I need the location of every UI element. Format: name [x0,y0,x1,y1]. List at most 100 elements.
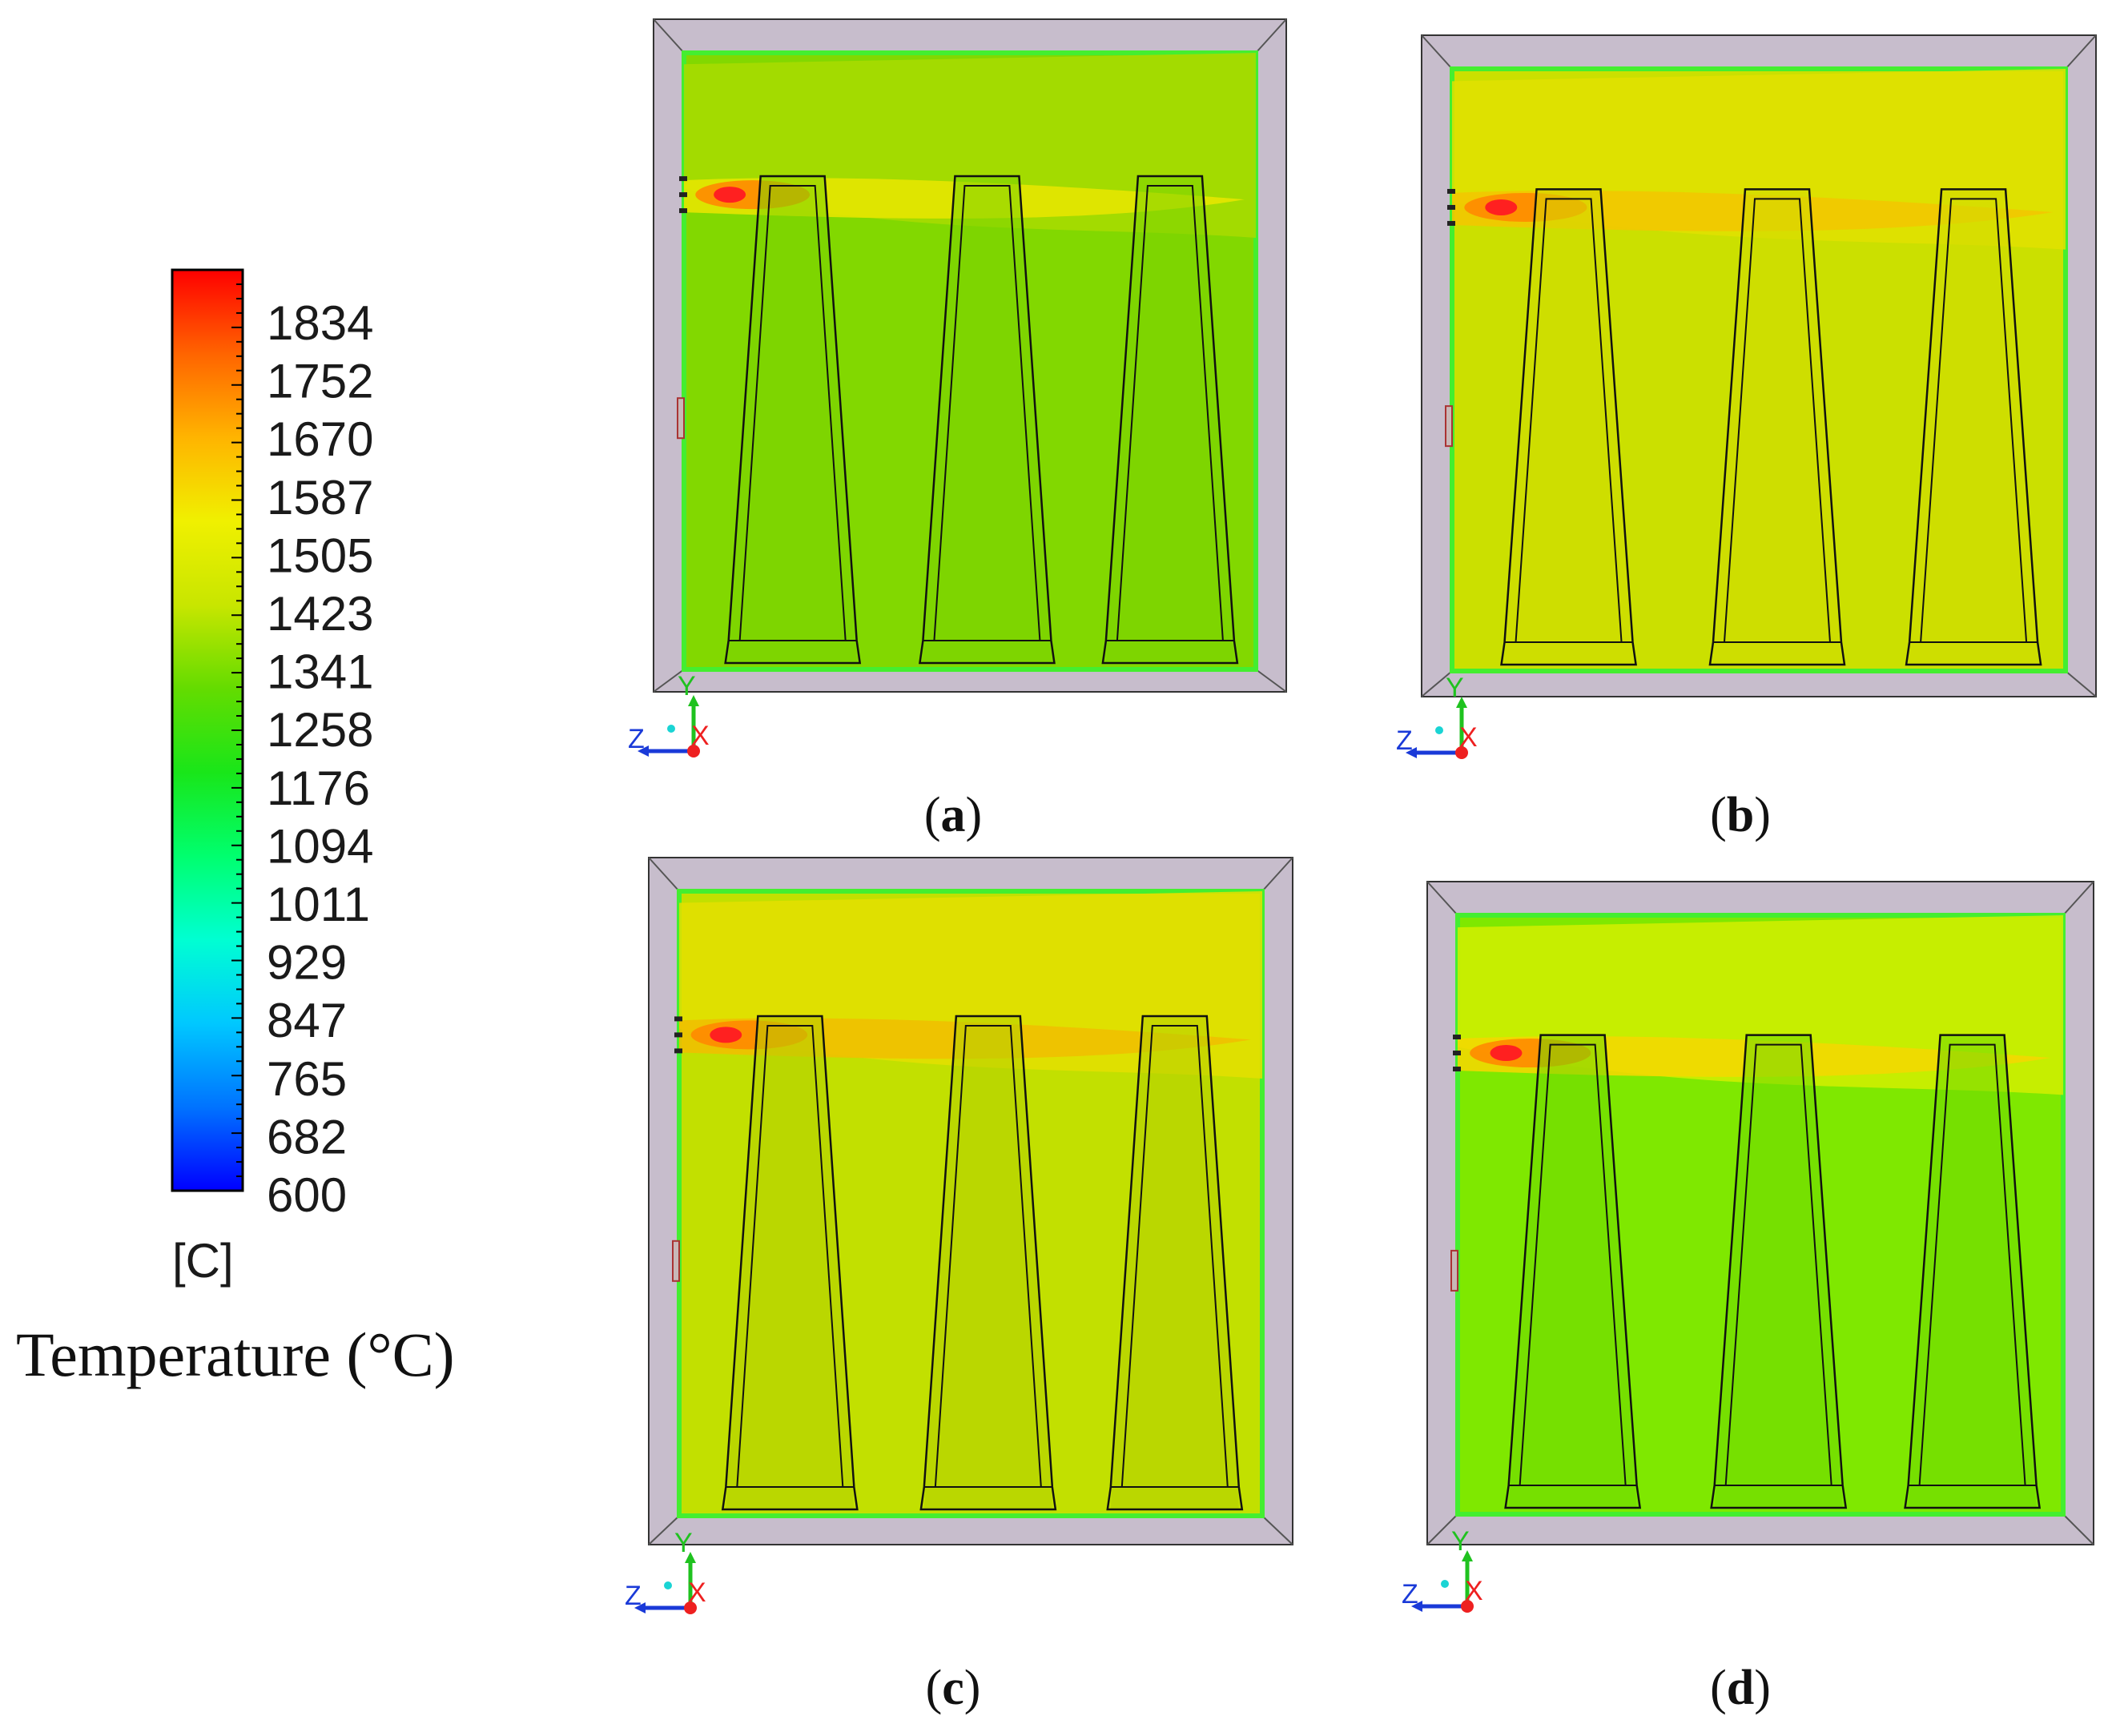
wall-bevel-edge [1261,1515,1293,1545]
colorbar-tick-label: 1011 [267,878,370,931]
burner-nozzle [1447,188,1455,194]
billet-stack-fill [1504,189,1633,665]
colorbar-tick-label: 847 [267,994,347,1047]
wall-bevel-edge [653,669,685,693]
flame-core [1490,1045,1523,1062]
z-axis-label: Z [628,724,645,754]
caption-c: (c) [926,1661,981,1715]
wall-bevel-edge [1426,1513,1458,1545]
billet-stack-inner-edge [726,1025,855,1488]
x-axis-label: X [1465,1576,1483,1606]
burner-nozzle [674,1048,682,1054]
billet-stack-inner-edge [1909,198,2038,643]
wall-bevel-edge [1421,34,1453,70]
z-axis-arrowhead [634,1602,646,1613]
colorbar-gradient [171,268,244,1192]
side-port [1450,1249,1458,1292]
billet-stack-inner-edge [728,185,857,641]
axis-triad-c: Y Z X [625,1528,706,1614]
y-axis-label: Y [1451,1526,1470,1557]
billet-stack-fill [1908,1035,2037,1508]
x-axis-origin [684,1601,697,1614]
wall-bevel-edge [1421,670,1453,697]
panel-b [1421,34,2097,697]
billet-stack-fill [923,176,1052,663]
billet-stack-2 [1710,1034,1848,1509]
panel-c [648,857,1293,1545]
z-axis-label: Z [625,1581,642,1611]
y-axis-arrowhead [1462,1550,1473,1561]
colorbar-tick-label: 1587 [267,471,373,524]
caption-b: (b) [1710,788,1771,842]
billet-stack-inner-edge [1714,1043,1843,1486]
side-port [672,1240,680,1282]
billet-stack-fill [1508,1035,1637,1508]
colorbar-tick-label: 1341 [267,645,373,699]
burner-nozzle [1453,1067,1461,1072]
x-axis-origin [687,745,700,757]
colorbar-tick-label: 682 [267,1110,347,1163]
x-axis-origin [1461,1600,1474,1613]
billet-stack-inner-edge [1508,1043,1637,1486]
x-axis-label: X [1459,722,1478,753]
colorbar-tick-labels: 1834175216701587150514231341125811761094… [267,296,373,1222]
billet-stack-fill [1712,189,1841,665]
billet-stack-inner-edge [923,1025,1052,1488]
wall-bevel-edge [1255,18,1287,54]
y-axis-label: Y [674,1528,693,1558]
burner-nozzle [679,192,687,198]
z-axis-arrowhead [1406,747,1417,758]
wall-bevel-edge [648,857,680,892]
wall-bevel-edge [2062,881,2094,916]
wall-bevel-edge [2065,670,2097,697]
billet-stack-inner-edge [1712,198,1841,643]
view-marker [1435,726,1443,734]
billet-stack-fill [1909,189,2038,665]
y-axis-label: Y [678,671,696,701]
caption-d: (d) [1710,1661,1771,1715]
billet-stack-fill [1105,176,1234,663]
burner-nozzle [674,1016,682,1022]
axis-triad-d: Y Z X [1402,1526,1483,1613]
colorbar-tick-label: 929 [267,936,347,990]
billet-stack-fill [728,176,857,663]
side-port [1445,405,1453,448]
billet-stack-fill [1110,1016,1239,1509]
panel-a [653,18,1287,693]
x-axis-origin [1455,746,1468,759]
z-axis-arrowhead [1411,1601,1422,1612]
wall-bevel-edge [2065,34,2097,70]
colorbar-tick-label: 1752 [267,355,373,408]
y-axis-arrowhead [685,1552,696,1563]
caption-a: (a) [924,788,982,842]
colorbar-tick-label: 600 [267,1168,347,1222]
billet-stack-inner-edge [1110,1025,1239,1488]
colorbar-tick-label: 1670 [267,412,373,466]
billet-stack-inner-edge [1105,185,1234,641]
wall-bevel-edge [653,18,685,54]
billet-stack-fill [923,1016,1052,1509]
flame-core [1485,199,1518,215]
wall-bevel-edge [648,1515,680,1545]
view-marker [1441,1580,1449,1588]
z-axis-arrowhead [638,745,649,757]
billet-stack-inner-edge [1504,198,1633,643]
legend-title: Temperature (°C) [16,1320,455,1389]
colorbar-minor-ticks [231,269,243,1191]
colorbar-legend: 1834175216701587150514231341125811761094… [16,268,455,1389]
y-axis-arrowhead [688,695,699,706]
x-axis-label: X [691,721,710,751]
billet-stack-inner-edge [923,185,1052,641]
colorbar-unit: [C] [172,1234,234,1288]
x-axis-label: X [688,1577,706,1608]
colorbar-tick-label: 1176 [267,762,370,815]
colorbar-tick-label: 765 [267,1052,347,1106]
burner-nozzle [679,176,687,182]
burner-nozzle [674,1032,682,1038]
z-axis-label: Z [1402,1579,1418,1609]
burner-nozzle [1447,220,1455,226]
colorbar-tick-label: 1423 [267,587,373,641]
flame-core [710,1027,742,1043]
burner-nozzle [1453,1035,1461,1040]
wall-bevel-edge [1255,669,1287,693]
